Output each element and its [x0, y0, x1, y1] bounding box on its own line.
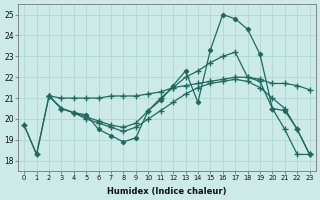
X-axis label: Humidex (Indice chaleur): Humidex (Indice chaleur) [107, 187, 227, 196]
